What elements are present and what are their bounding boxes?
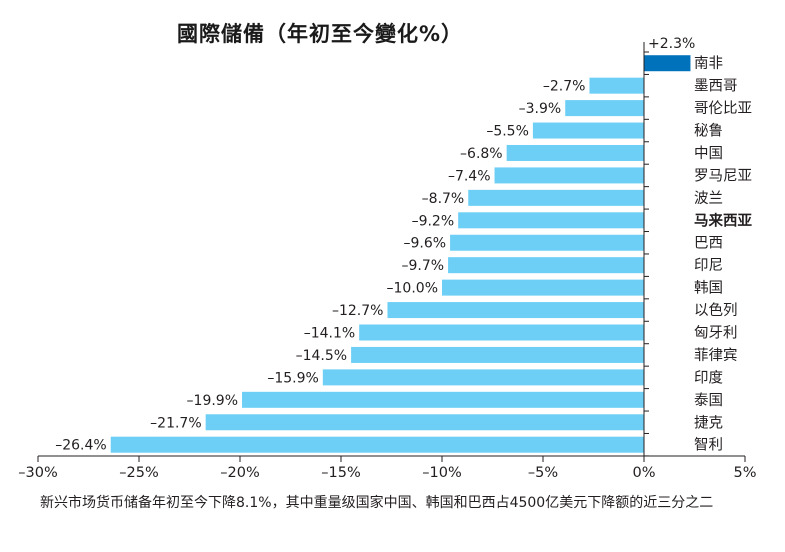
- category-label-7: 马来西亚: [694, 211, 752, 229]
- category-label-12: 匈牙利: [694, 325, 738, 342]
- bar-15: [242, 391, 644, 408]
- bar-17: [110, 436, 645, 453]
- value-label-15: –19.9%: [187, 393, 238, 409]
- category-label-5: 罗马尼亚: [694, 167, 752, 184]
- value-label-11: –12.7%: [332, 303, 383, 319]
- x-tick-label-4: –10%: [422, 465, 461, 481]
- bar-11: [387, 302, 644, 319]
- bar-0: [644, 55, 691, 72]
- category-label-9: 印尼: [694, 257, 723, 274]
- x-tick-label-2: –20%: [220, 465, 259, 481]
- bar-14: [322, 369, 644, 386]
- chart-title: 國際儲備（年初至今變化%）: [176, 22, 464, 46]
- category-label-16: 捷克: [694, 414, 723, 431]
- category-label-15: 泰国: [694, 392, 723, 409]
- bar-4: [506, 144, 644, 161]
- x-tick-label-6: 0%: [632, 465, 655, 481]
- category-label-11: 以色列: [694, 302, 738, 319]
- value-label-7: –9.2%: [412, 213, 455, 229]
- bar-8: [450, 234, 644, 251]
- x-tick-label-7: 5%: [733, 465, 756, 481]
- bars-layer: [110, 55, 691, 453]
- value-label-5: –7.4%: [448, 168, 491, 184]
- category-label-2: 哥伦比亚: [694, 100, 752, 117]
- bar-1: [589, 77, 644, 94]
- category-label-13: 菲律宾: [694, 347, 738, 364]
- bar-6: [468, 189, 644, 206]
- value-label-14: –15.9%: [267, 370, 318, 386]
- chart-caption: 新兴市场货币储备年初至今下降8.1%，其中重量级国家中国、韩国和巴西占4500亿…: [40, 495, 714, 511]
- axis-layer: –30% –25% –20% –15% –10% –5% 0% 5%: [18, 42, 757, 481]
- x-tick-label-1: –25%: [119, 465, 158, 481]
- value-label-17: –26.4%: [55, 438, 106, 454]
- value-label-9: –9.7%: [401, 258, 444, 274]
- category-label-6: 波兰: [694, 190, 723, 207]
- bar-12: [359, 324, 644, 341]
- x-tick-label-5: –5%: [528, 465, 558, 481]
- category-label-3: 秘鲁: [694, 123, 723, 140]
- value-label-1: –2.7%: [543, 79, 586, 95]
- value-label-16: –21.7%: [150, 415, 201, 431]
- category-label-1: 墨西哥: [694, 79, 738, 95]
- category-label-8: 巴西: [694, 236, 723, 252]
- category-label-17: 智利: [694, 437, 723, 454]
- bar-7: [458, 212, 644, 229]
- bar-16: [205, 414, 644, 431]
- bar-3: [532, 122, 644, 139]
- bar-13: [351, 346, 644, 363]
- bar-5: [494, 167, 644, 184]
- value-label-4: –6.8%: [460, 146, 503, 162]
- x-tick-label-3: –15%: [321, 465, 360, 481]
- value-label-0: +2.3%: [648, 36, 695, 52]
- value-label-8: –9.6%: [404, 236, 447, 252]
- value-label-3: –5.5%: [486, 124, 529, 140]
- value-labels-layer: +2.3% –2.7% –3.9% –5.5% –6.8% –7.4% –8.7% –9.2%…: [55, 36, 695, 454]
- category-label-14: 印度: [694, 369, 723, 386]
- category-labels-layer: 南非墨西哥哥伦比亚秘鲁中国罗马尼亚波兰马来西亚巴西印尼韩国以色列匈牙利菲律宾印度…: [694, 55, 752, 453]
- value-label-10: –10.0%: [387, 281, 438, 297]
- bar-9: [448, 257, 644, 274]
- value-label-6: –8.7%: [422, 191, 465, 207]
- category-label-4: 中国: [694, 145, 723, 162]
- bar-10: [442, 279, 644, 296]
- category-label-0: 南非: [694, 55, 723, 72]
- x-tick-label-0: –30%: [18, 465, 57, 481]
- value-label-2: –3.9%: [519, 101, 562, 117]
- category-label-10: 韩国: [694, 280, 723, 297]
- bar-2: [565, 100, 644, 117]
- value-label-13: –14.5%: [296, 348, 347, 364]
- value-label-12: –14.1%: [304, 326, 355, 342]
